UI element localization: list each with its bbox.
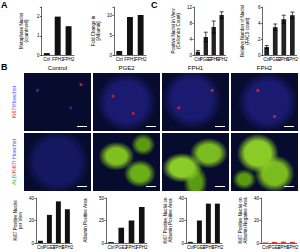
svg-text:1: 1 [37, 33, 40, 38]
svg-text:(FACS count): (FACS count) [245, 17, 250, 45]
svg-text:10: 10 [107, 13, 113, 18]
svg-text:0: 0 [37, 53, 40, 58]
svg-text:0: 0 [256, 241, 259, 246]
svg-text:4: 4 [258, 21, 261, 26]
svg-text:12: 12 [187, 5, 193, 10]
svg-text:Ctrl: Ctrl [43, 57, 50, 62]
svg-text:2: 2 [37, 14, 40, 19]
svg-text:5: 5 [109, 33, 112, 38]
svg-text:20: 20 [254, 218, 260, 223]
svg-text:2: 2 [258, 37, 261, 42]
svg-text:40: 40 [254, 196, 260, 201]
svg-text:FPH2: FPH2 [216, 57, 228, 62]
svg-text:[Albumin]: [Albumin] [96, 22, 101, 41]
svg-text:FPH2: FPH2 [287, 245, 299, 250]
svg-text:FPH2: FPH2 [135, 57, 147, 62]
svg-text:20: 20 [29, 218, 35, 223]
svg-text:Albumin Negative Area: Albumin Negative Area [243, 197, 248, 243]
svg-text:Ctrl: Ctrl [108, 245, 115, 250]
svg-text:(Cellomics Count): (Cellomics Count) [176, 13, 181, 49]
svg-text:Albumin Positive Area: Albumin Positive Area [168, 198, 173, 242]
svg-text:6: 6 [258, 5, 261, 10]
svg-text:0: 0 [101, 241, 104, 246]
svg-text:0: 0 [181, 241, 184, 246]
svg-text:0: 0 [189, 53, 192, 58]
svg-text:4: 4 [189, 37, 192, 42]
svg-text:40: 40 [29, 196, 35, 201]
svg-text:25: 25 [99, 218, 105, 223]
svg-text:40: 40 [179, 196, 185, 201]
svg-text:per View: per View [18, 211, 23, 229]
svg-text:8: 8 [189, 21, 192, 26]
svg-text:Albumin Positive Area: Albumin Positive Area [83, 198, 88, 242]
svg-text:20: 20 [179, 218, 185, 223]
svg-text:FPH2: FPH2 [63, 57, 75, 62]
svg-text:FPH2: FPH2 [287, 57, 299, 62]
svg-text:Ctrl: Ctrl [116, 57, 123, 62]
svg-text:0: 0 [109, 53, 112, 58]
svg-text:50: 50 [99, 196, 105, 201]
svg-text:FPH2: FPH2 [212, 245, 224, 250]
svg-text:FPH2: FPH2 [62, 245, 74, 250]
svg-text:(count/well): (count/well) [24, 19, 29, 43]
svg-text:0: 0 [258, 53, 261, 58]
svg-text:FPH2: FPH2 [136, 245, 148, 250]
svg-text:0: 0 [31, 241, 34, 246]
